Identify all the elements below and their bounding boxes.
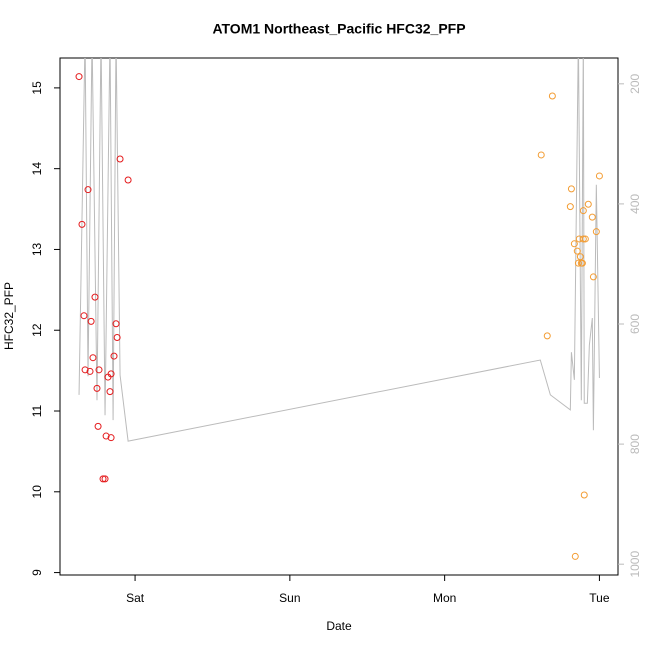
data-point xyxy=(101,475,109,483)
data-point xyxy=(107,434,115,442)
data-point xyxy=(75,73,83,81)
data-point xyxy=(588,213,596,221)
data-point xyxy=(91,293,99,301)
data-point xyxy=(581,235,589,243)
data-point xyxy=(80,312,88,320)
data-line xyxy=(78,58,600,442)
y-tick-label: 14 xyxy=(30,162,44,176)
data-point xyxy=(584,200,592,208)
y2-tick-label: 600 xyxy=(628,314,642,334)
y-tick-label: 9 xyxy=(30,569,44,576)
data-point xyxy=(537,151,545,159)
data-point xyxy=(576,253,584,261)
y2-tick-label: 800 xyxy=(628,434,642,454)
data-point xyxy=(579,207,587,215)
data-point xyxy=(86,367,94,375)
x-axis-label: Date xyxy=(326,619,352,633)
y-tick-label: 15 xyxy=(30,81,44,95)
line-layer xyxy=(78,58,600,442)
data-point xyxy=(567,185,575,193)
data-point xyxy=(573,247,581,255)
data-point xyxy=(102,432,110,440)
x-tick-label: Sat xyxy=(126,591,145,605)
data-point xyxy=(592,228,600,236)
y-axis-label: HFC32_PFP xyxy=(2,282,16,350)
y-tick-label: 10 xyxy=(30,485,44,499)
data-point xyxy=(81,366,89,374)
data-point xyxy=(84,186,92,194)
data-point xyxy=(589,273,597,281)
data-point xyxy=(106,388,114,396)
y-tick-label: 12 xyxy=(30,323,44,337)
data-point xyxy=(113,334,121,342)
data-point xyxy=(107,370,115,378)
data-point xyxy=(93,384,101,392)
data-point xyxy=(116,155,124,163)
data-point xyxy=(95,366,103,374)
x-tick-label: Sun xyxy=(279,591,300,605)
data-point xyxy=(124,176,132,184)
data-point xyxy=(595,172,603,180)
data-point xyxy=(579,235,587,243)
plot-frame xyxy=(59,57,619,576)
data-point xyxy=(110,352,118,360)
x-tick-label: Tue xyxy=(589,591,610,605)
data-point xyxy=(580,491,588,499)
y2-tick-label: 1000 xyxy=(628,551,642,578)
data-point xyxy=(112,320,120,328)
data-point xyxy=(87,317,95,325)
data-point xyxy=(571,552,579,560)
data-point xyxy=(543,332,551,340)
data-point xyxy=(548,92,556,100)
data-point xyxy=(578,259,586,267)
data-point xyxy=(570,240,578,248)
data-point xyxy=(99,475,107,483)
data-point xyxy=(78,220,86,228)
y2-tick-label: 200 xyxy=(628,73,642,93)
y-tick-label: 11 xyxy=(30,404,44,417)
y-tick-label: 13 xyxy=(30,242,44,256)
data-point xyxy=(89,354,97,362)
data-point xyxy=(574,259,582,267)
y2-tick-label: 400 xyxy=(628,194,642,214)
x-tick-label: Mon xyxy=(433,591,456,605)
chart-title: ATOM1 Northeast_Pacific HFC32_PFP xyxy=(212,21,465,37)
data-point xyxy=(566,203,574,211)
data-point xyxy=(94,422,102,430)
